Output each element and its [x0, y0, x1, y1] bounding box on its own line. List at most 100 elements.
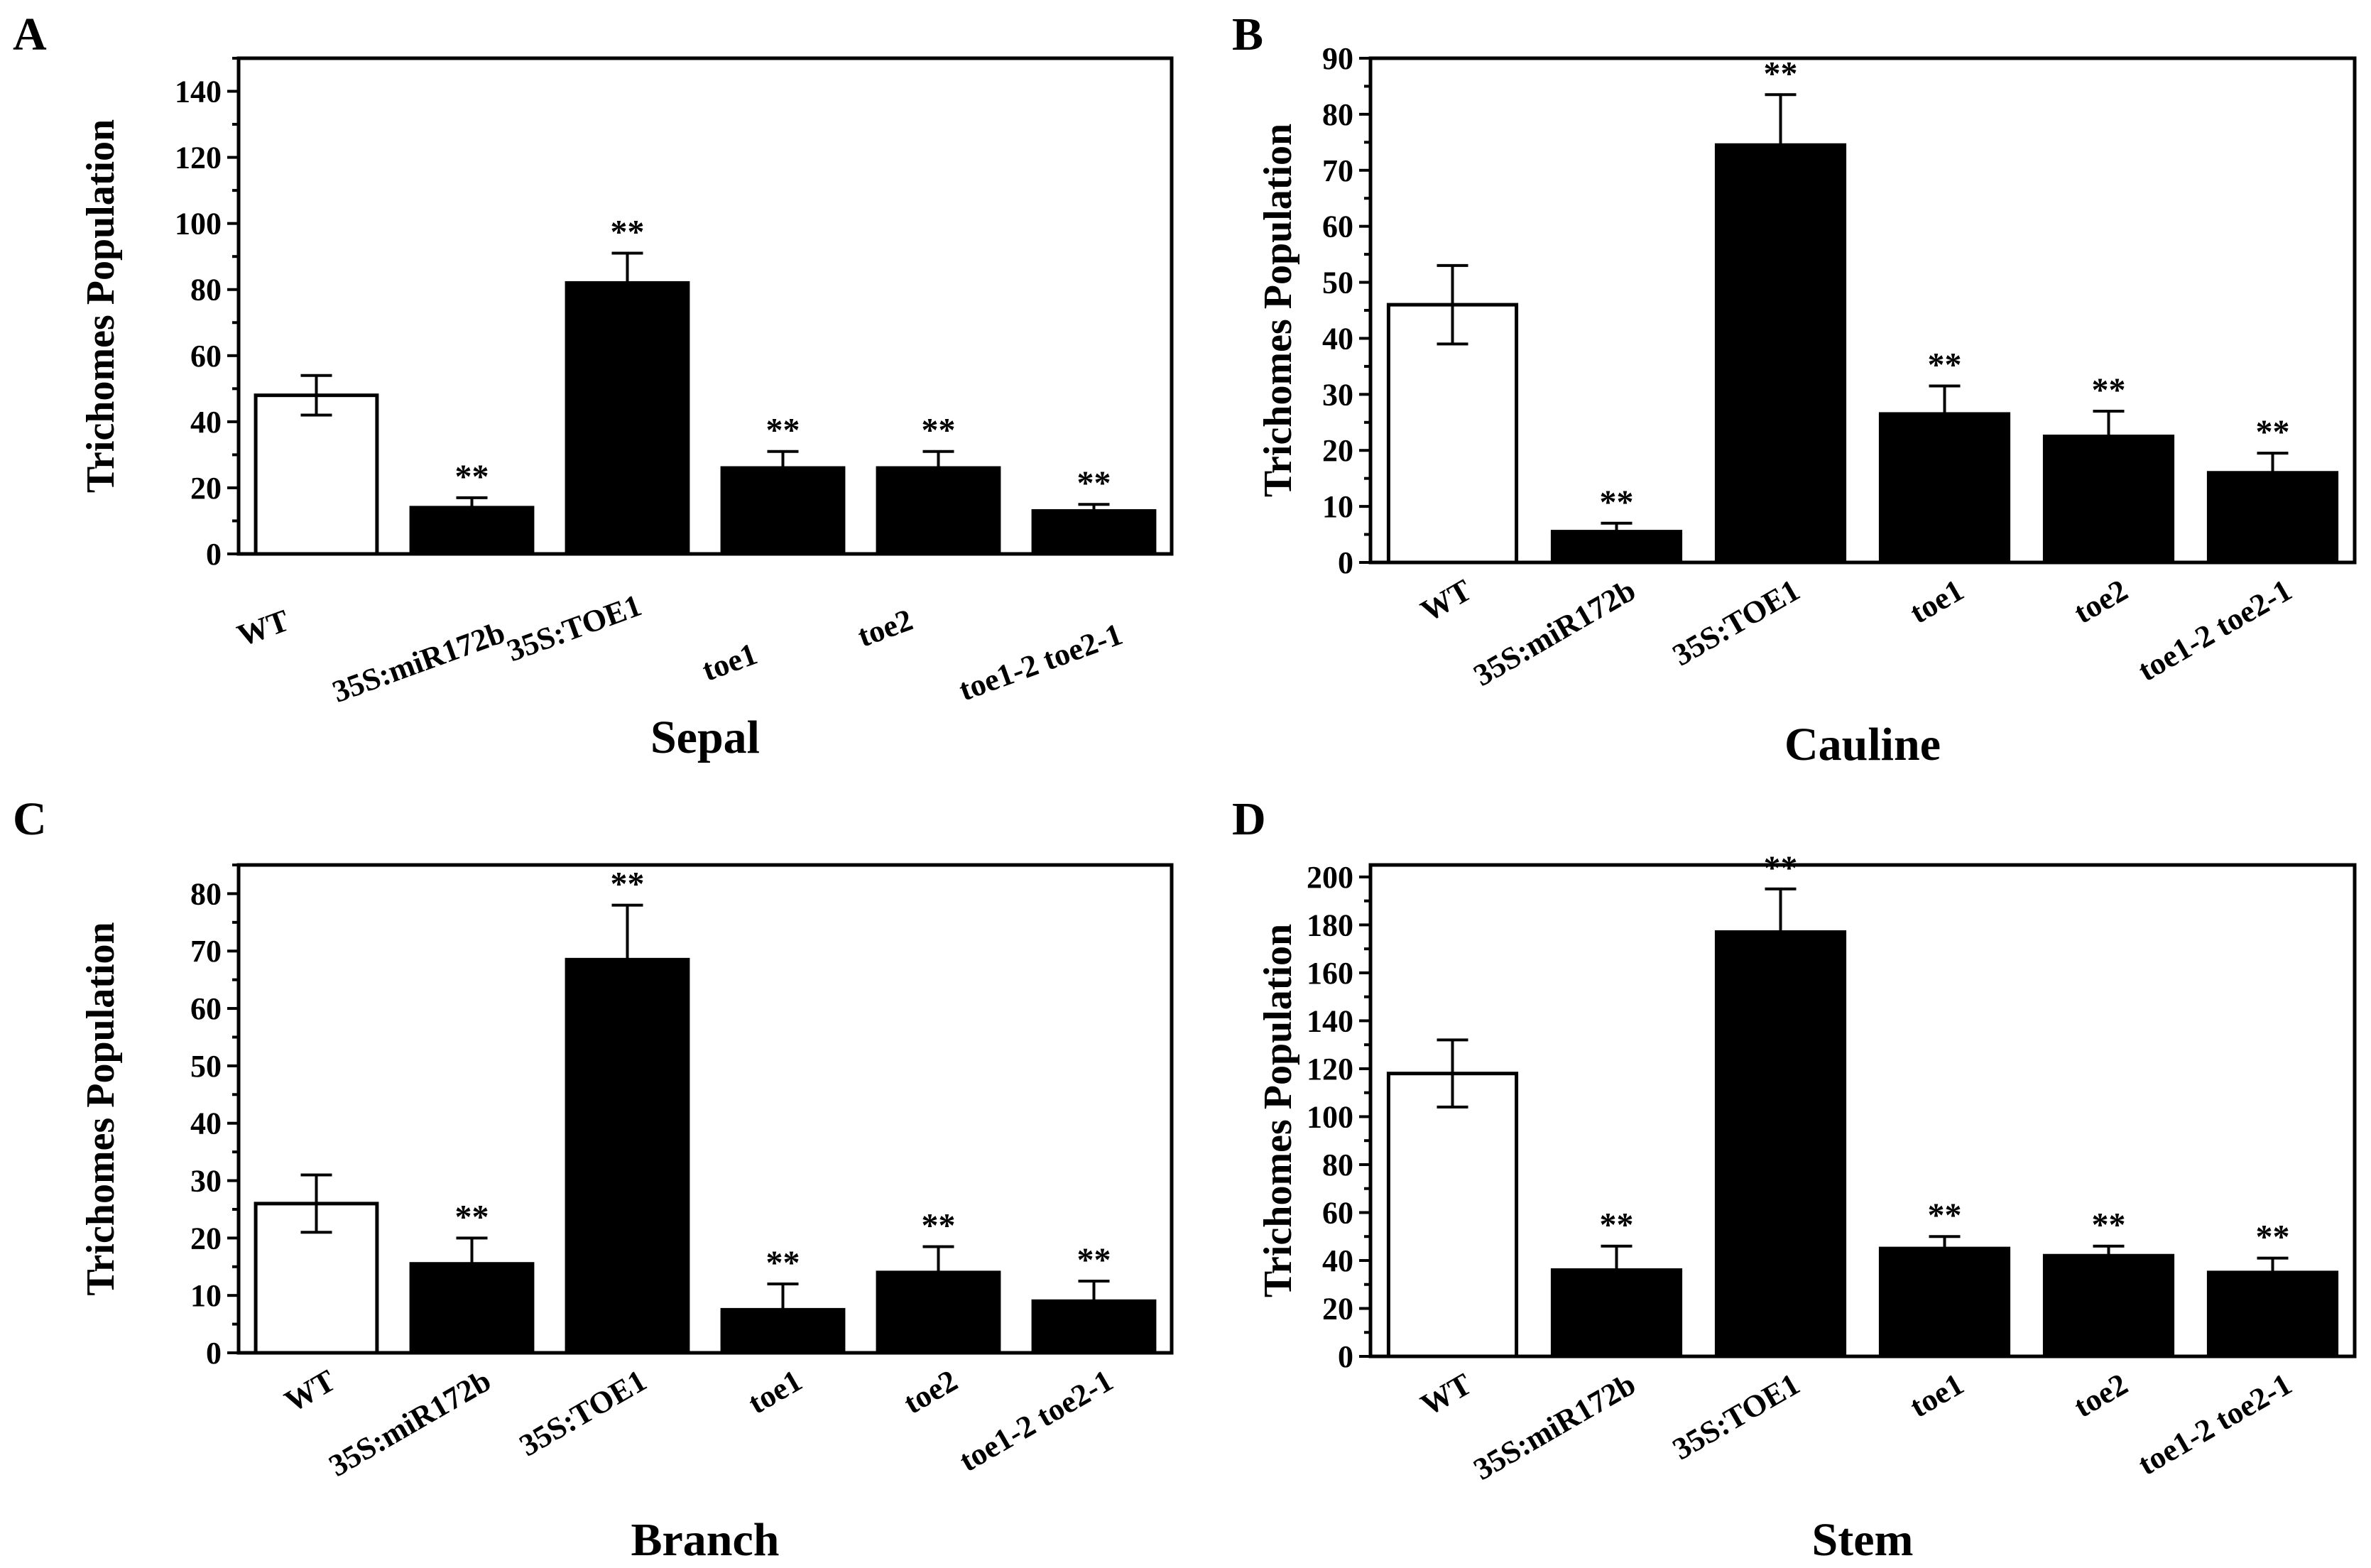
- x-tick-label: toe1-2 toe2-1: [954, 1363, 1119, 1479]
- bar-3: [1878, 1246, 2011, 1359]
- y-axis-title: Trichomes Population: [1256, 124, 1300, 497]
- axes-frame: [236, 56, 1174, 556]
- x-tick-label: 35S:TOE1: [513, 1363, 652, 1463]
- y-axis-title: Trichomes Population: [79, 119, 123, 493]
- y-tick-label: 120: [175, 141, 222, 175]
- y-tick-label: 140: [1307, 1003, 1353, 1038]
- significance-label: **: [922, 412, 956, 450]
- panel-letter: A: [13, 9, 47, 60]
- x-tick-label: 35S:TOE1: [1667, 572, 1805, 673]
- bar-4: [2042, 1253, 2175, 1359]
- significance-label: **: [922, 1207, 956, 1244]
- y-tick-label: 90: [1322, 41, 1353, 76]
- x-tick-label: toe1-2 toe2-1: [954, 616, 1127, 707]
- x-axis-title: Sepal: [650, 712, 760, 763]
- bar-1: [409, 506, 535, 556]
- y-tick-label: 100: [175, 207, 222, 241]
- x-tick-label: 35S:TOE1: [1667, 1366, 1805, 1466]
- x-tick-label: 35S:TOE1: [502, 588, 645, 669]
- y-tick-label: 30: [190, 1164, 222, 1199]
- bar-2: [1714, 143, 1847, 565]
- x-tick-label: toe1: [697, 636, 761, 688]
- bar-1: [1550, 1268, 1683, 1359]
- y-tick-label: 100: [1307, 1099, 1353, 1134]
- y-tick-label: 180: [1307, 908, 1353, 942]
- significance-label: **: [1600, 1207, 1634, 1244]
- x-tick-label: toe2: [2068, 1366, 2133, 1425]
- axes-frame: [1368, 56, 2357, 565]
- x-tick-label: toe1: [1904, 572, 1969, 631]
- y-tick-label: 120: [1307, 1052, 1353, 1087]
- bar-3: [720, 1307, 846, 1355]
- x-tick-label: WT: [1415, 572, 1477, 628]
- significance-label: **: [2092, 371, 2126, 409]
- significance-label: **: [1600, 484, 1634, 521]
- significance-label: **: [611, 866, 645, 903]
- bar-2: [565, 281, 690, 556]
- x-axis-title: Cauline: [1784, 719, 1941, 771]
- x-tick-label: 35S:miR172b: [1468, 1366, 1642, 1487]
- y-tick-label: 40: [1322, 321, 1353, 356]
- significance-label: **: [1764, 849, 1798, 887]
- y-tick-label: 20: [190, 471, 222, 506]
- significance-label: **: [455, 458, 489, 496]
- significance-label: **: [1764, 55, 1798, 92]
- y-tick-label: 0: [206, 537, 222, 572]
- significance-label: **: [1077, 1241, 1111, 1279]
- x-tick-label: 35S:miR172b: [328, 615, 510, 709]
- x-axis-title: Stem: [1812, 1514, 1914, 1566]
- bar-2: [565, 957, 690, 1355]
- significance-label: **: [611, 214, 645, 251]
- y-tick-label: 80: [190, 876, 222, 911]
- panel-d: D Trichomes Population Stem 0 20 40 60 80 100 120…: [1232, 793, 2357, 1566]
- y-tick-label: 20: [190, 1221, 222, 1256]
- x-tick-label: toe2: [898, 1363, 963, 1421]
- y-tick-label: 0: [1338, 1339, 1353, 1374]
- x-tick-label: 35S:miR172b: [1468, 572, 1642, 693]
- bar-5: [2206, 1270, 2339, 1359]
- bar-5: [2206, 471, 2339, 565]
- y-tick-label: 40: [190, 405, 222, 440]
- bar-3: [720, 466, 846, 556]
- significance-label: **: [766, 412, 800, 450]
- x-tick-label: toe1: [1904, 1366, 1969, 1425]
- x-tick-label: WT: [1415, 1366, 1477, 1422]
- axes-frame: [1368, 863, 2357, 1359]
- y-tick-label: 0: [206, 1336, 222, 1371]
- y-tick-label: 160: [1307, 956, 1353, 991]
- y-tick-label: 60: [1322, 1195, 1353, 1230]
- y-axis-title: Trichomes Population: [79, 922, 123, 1295]
- y-tick-label: 30: [1322, 377, 1353, 412]
- panel-c: C Trichomes Population Branch 0 10 20 30 40 50 60…: [13, 793, 1174, 1566]
- y-tick-label: 40: [1322, 1243, 1353, 1278]
- y-tick-label: 0: [1338, 545, 1353, 580]
- axes-frame: [236, 863, 1174, 1355]
- x-tick-label: toe1: [742, 1363, 807, 1421]
- y-tick-label: 70: [190, 934, 222, 969]
- significance-label: **: [2092, 1207, 2126, 1244]
- bar-3: [1878, 412, 2011, 565]
- significance-label: **: [2256, 1219, 2290, 1256]
- significance-label: **: [2256, 413, 2290, 451]
- significance-label: **: [766, 1244, 800, 1282]
- bar-4: [876, 466, 1001, 556]
- x-tick-label: WT: [278, 1363, 341, 1419]
- bar-5: [1031, 509, 1157, 556]
- y-tick-label: 70: [1322, 153, 1353, 188]
- bar-1: [1550, 530, 1683, 565]
- x-tick-label: toe1-2 toe2-1: [2132, 1366, 2298, 1482]
- x-axis-title: Branch: [631, 1514, 779, 1566]
- panel-b: B Trichomes Population Cauline 0 10 20 30 40 50 6…: [1232, 9, 2357, 771]
- x-tick-label: toe2: [2068, 572, 2133, 631]
- panel-letter: B: [1232, 9, 1263, 60]
- y-tick-label: 20: [1322, 433, 1353, 468]
- x-tick-label: WT: [233, 603, 294, 653]
- bar-1: [409, 1262, 535, 1355]
- x-tick-label: toe1-2 toe2-1: [2132, 572, 2298, 688]
- panel-a: A Trichomes Population Sepal 0 20 40 60 80 100 12…: [13, 9, 1174, 763]
- bar-4: [876, 1270, 1001, 1355]
- significance-label: **: [1928, 347, 1962, 384]
- significance-label: **: [1928, 1197, 1962, 1234]
- significance-label: **: [1077, 464, 1111, 502]
